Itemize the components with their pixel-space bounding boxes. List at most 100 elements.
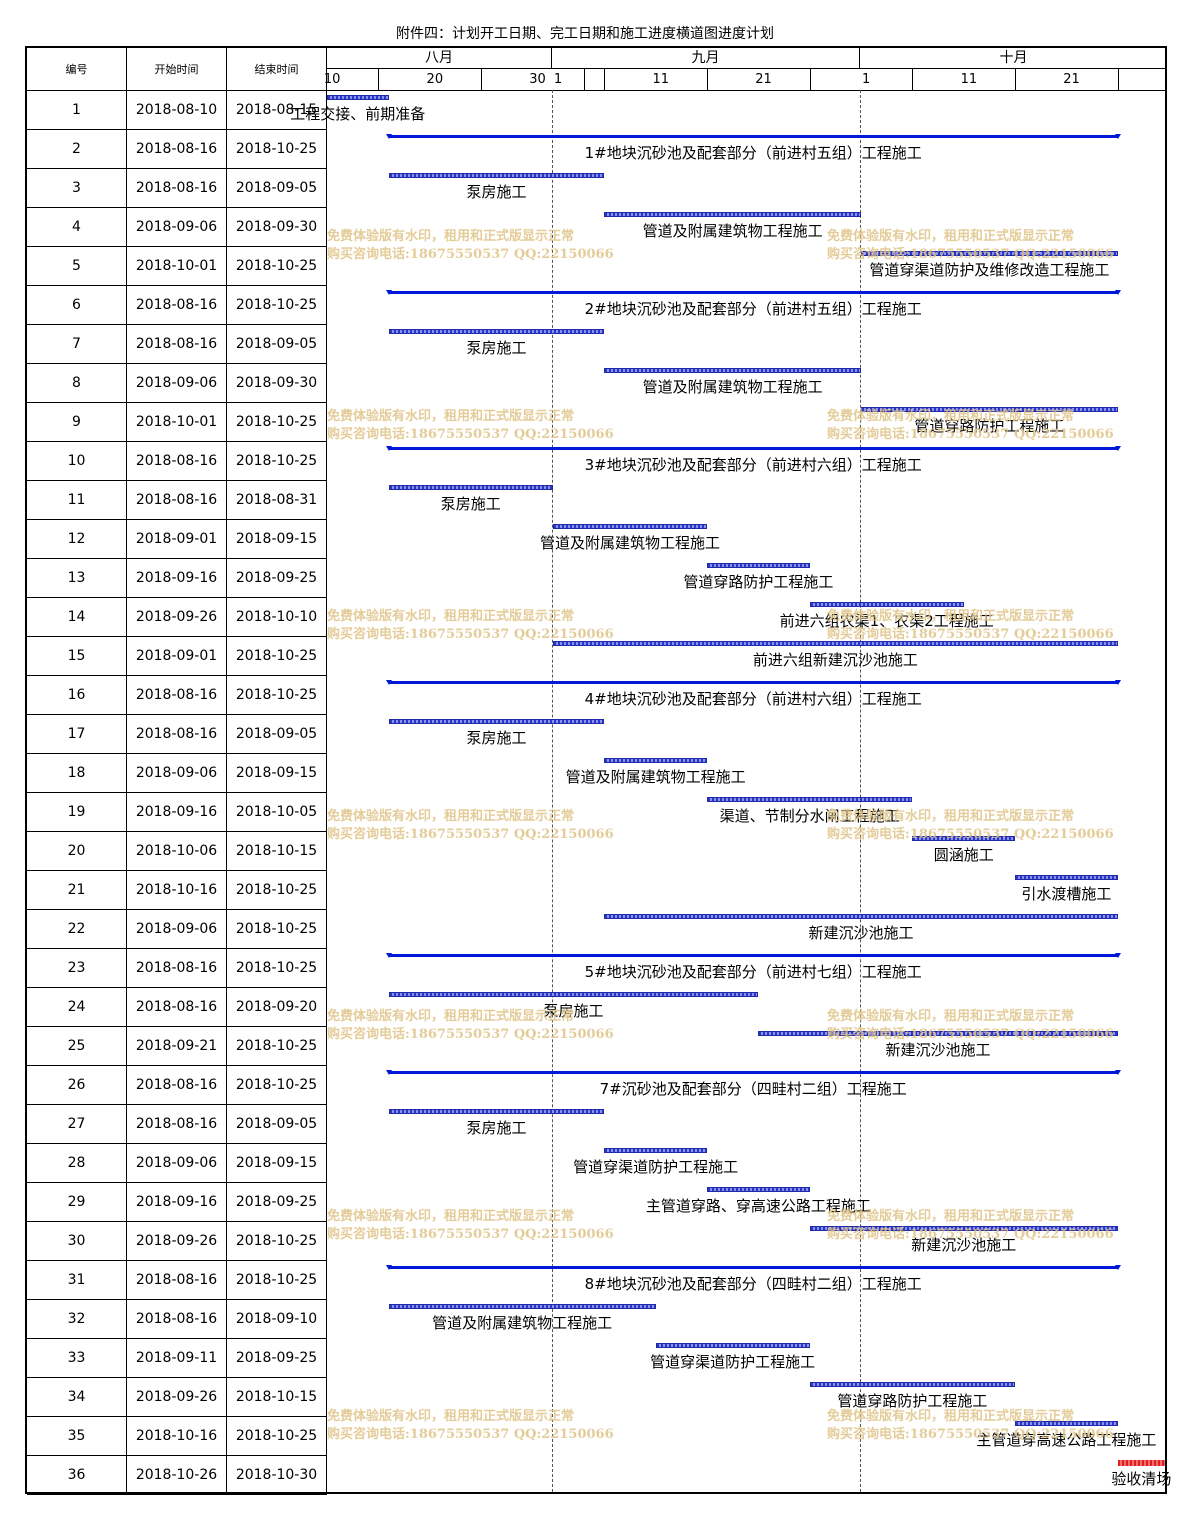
timeline-separator [378, 69, 380, 90]
row-start-date: 2018-09-26 [127, 1378, 227, 1416]
task-bar-label: 管道及附属建筑物工程施工 [565, 768, 746, 786]
task-bar-label: 泵房施工 [466, 339, 527, 357]
summary-bar [385, 1070, 1121, 1075]
row-start-date: 2018-10-06 [127, 832, 227, 870]
task-bar [327, 95, 389, 100]
table-row: 28 2018-09-06 2018-09-15 [27, 1144, 327, 1183]
task-bar-label: 圆涵施工 [933, 846, 994, 864]
task-bar-label: 新建沉沙池施工 [911, 1236, 1017, 1254]
watermark: 免费体验版有水印，租用和正式版显示正常 购买咨询电话:18675550537 QQ… [327, 1009, 614, 1042]
table-row: 11 2018-08-16 2018-08-31 [27, 481, 327, 520]
row-start-date: 2018-10-16 [127, 1417, 227, 1455]
table-row: 27 2018-08-16 2018-09-05 [27, 1105, 327, 1144]
task-bar-label: 8#地块沉砂池及配套部分（四畦村二组）工程施工 [584, 1275, 922, 1293]
row-start-date: 2018-08-10 [127, 91, 227, 129]
task-bar-label: 2#地块沉砂池及配套部分（前进村五组）工程施工 [584, 300, 922, 318]
row-start-date: 2018-09-16 [127, 793, 227, 831]
row-end-date: 2018-08-15 [227, 91, 327, 129]
row-number: 15 [27, 637, 127, 675]
task-bar-label: 管道及附属建筑物工程施工 [539, 534, 720, 552]
row-start-date: 2018-10-26 [127, 1456, 227, 1494]
row-number: 26 [27, 1066, 127, 1104]
row-start-date: 2018-08-16 [127, 481, 227, 519]
task-bar-label: 3#地块沉砂池及配套部分（前进村六组）工程施工 [584, 456, 922, 474]
summary-bar [385, 290, 1121, 295]
row-number: 17 [27, 715, 127, 753]
task-bar [604, 1148, 707, 1153]
timeline-tick-label: 10 [323, 72, 341, 87]
row-end-date: 2018-10-25 [227, 910, 327, 948]
row-end-date: 2018-09-05 [227, 169, 327, 207]
row-end-date: 2018-10-25 [227, 286, 327, 324]
row-end-date: 2018-10-25 [227, 442, 327, 480]
table-row: 4 2018-09-06 2018-09-30 [27, 208, 327, 247]
task-bar-label: 渠道、节制分水闸工程施工 [719, 807, 900, 825]
timeline-tick-label: 20 [426, 72, 444, 87]
timeline-separator [1117, 69, 1119, 90]
header-start: 开始时间 [127, 48, 227, 90]
timeline-separator [583, 69, 585, 90]
summary-bar [385, 446, 1121, 451]
watermark: 免费体验版有水印，租用和正式版显示正常 购买咨询电话:18675550537 QQ… [327, 229, 614, 262]
task-bar [861, 251, 1118, 256]
task-bar [706, 1187, 810, 1192]
row-number: 25 [27, 1027, 127, 1065]
task-bar [388, 719, 605, 724]
row-number: 16 [27, 676, 127, 714]
row-end-date: 2018-10-25 [227, 1066, 327, 1104]
table-row: 22 2018-09-06 2018-10-25 [27, 910, 327, 949]
task-bar-label: 主管道穿高速公路工程施工 [976, 1431, 1157, 1449]
row-start-date: 2018-09-06 [127, 364, 227, 402]
row-start-date: 2018-08-16 [127, 442, 227, 480]
task-bar-label: 验收清场 [1111, 1470, 1172, 1488]
row-number: 6 [27, 286, 127, 324]
table-row: 35 2018-10-16 2018-10-25 [27, 1417, 327, 1456]
row-start-date: 2018-08-16 [127, 949, 227, 987]
task-bar-label: 前进六组新建沉沙池施工 [752, 651, 918, 669]
row-end-date: 2018-10-25 [227, 1027, 327, 1065]
row-start-date: 2018-09-11 [127, 1339, 227, 1377]
row-number: 3 [27, 169, 127, 207]
row-number: 13 [27, 559, 127, 597]
table-row: 12 2018-09-01 2018-09-15 [27, 520, 327, 559]
table-row: 31 2018-08-16 2018-10-25 [27, 1261, 327, 1300]
month-october: 十月 [860, 48, 1167, 69]
task-bar [552, 641, 1118, 646]
task-bar [388, 1304, 656, 1309]
table-row: 2 2018-08-16 2018-10-25 [27, 130, 327, 169]
row-start-date: 2018-10-01 [127, 247, 227, 285]
row-number: 32 [27, 1300, 127, 1338]
row-number: 24 [27, 988, 127, 1026]
row-end-date: 2018-10-25 [227, 871, 327, 909]
task-bar-label: 管道穿渠道防护工程施工 [573, 1158, 739, 1176]
row-number: 28 [27, 1144, 127, 1182]
row-start-date: 2018-09-06 [127, 1144, 227, 1182]
task-bar [809, 1382, 1016, 1387]
task-bar [388, 173, 605, 178]
watermark: 免费体验版有水印，租用和正式版显示正常 购买咨询电话:18675550537 QQ… [827, 609, 1114, 642]
task-bar [604, 368, 862, 373]
row-start-date: 2018-08-16 [127, 1261, 227, 1299]
task-bar-label: 管道穿路防护工程施工 [683, 573, 834, 591]
task-bar [706, 797, 913, 802]
task-bar-label: 管道及附属建筑物工程施工 [432, 1314, 613, 1332]
task-bar [912, 836, 1016, 841]
row-number: 34 [27, 1378, 127, 1416]
timeline-tick-label: 1 [862, 72, 871, 87]
task-bar-label: 1#地块沉砂池及配套部分（前进村五组）工程施工 [584, 144, 922, 162]
row-end-date: 2018-10-25 [227, 130, 327, 168]
timeline-tick-label: 1 [553, 72, 563, 87]
summary-bar [385, 680, 1121, 685]
task-bar-label: 泵房施工 [466, 183, 527, 201]
timeline-separator [912, 69, 914, 90]
watermark: 免费体验版有水印，租用和正式版显示正常 购买咨询电话:18675550537 QQ… [327, 809, 614, 842]
timeline-tick-label: 11 [960, 72, 978, 87]
row-number: 33 [27, 1339, 127, 1377]
row-end-date: 2018-10-25 [227, 1261, 327, 1299]
timeline-tick-label: 11 [652, 72, 670, 87]
timeline-separator [481, 69, 483, 90]
row-number: 11 [27, 481, 127, 519]
table-row: 10 2018-08-16 2018-10-25 [27, 442, 327, 481]
row-start-date: 2018-10-16 [127, 871, 227, 909]
month-divider-line [552, 90, 553, 1492]
